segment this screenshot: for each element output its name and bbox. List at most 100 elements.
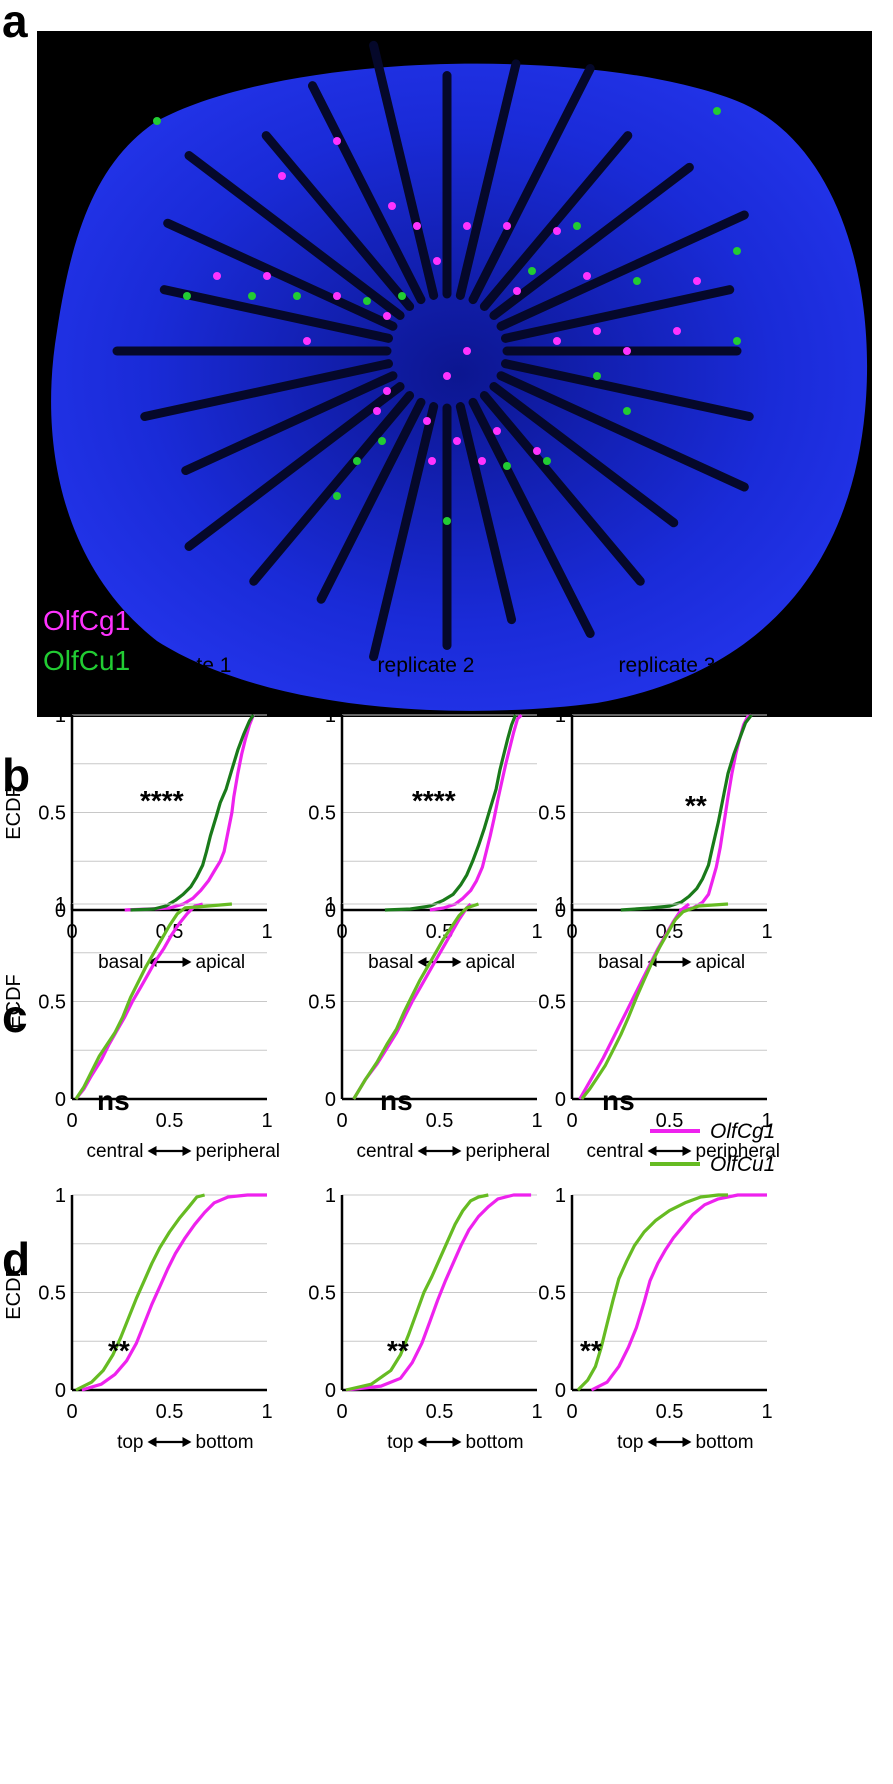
legend-label-olfcu1: OlfCu1: [710, 1153, 775, 1176]
micrograph: OlfCg1 OlfCu1: [37, 31, 872, 717]
axis-caption-right: bottom: [196, 1432, 254, 1453]
double-arrow-icon: [647, 1146, 692, 1156]
lamella-gap: [369, 40, 439, 300]
significance-label: ****: [140, 785, 184, 816]
x-tick-label: 0: [336, 1110, 347, 1132]
lamella-gap: [140, 359, 394, 422]
axis-caption-left: central: [586, 1141, 643, 1162]
y-tick-label: 1: [325, 1185, 336, 1207]
y-tick-label: 0: [55, 900, 66, 922]
olfcg1-cell: [383, 312, 391, 320]
olfcg1-cell: [388, 202, 396, 210]
lamella-gap: [455, 59, 521, 300]
y-tick-label: 1: [325, 894, 336, 916]
olfcu1-cell: [633, 277, 641, 285]
olfcu1-cell: [248, 292, 256, 300]
x-tick-label: 0: [66, 1401, 77, 1423]
lamella-gap: [500, 359, 754, 422]
y-tick-label: 1: [325, 705, 336, 727]
x-tick-label: 0: [66, 1110, 77, 1132]
olfcg1-cell: [553, 337, 561, 345]
lamella-gap: [468, 397, 595, 638]
significance-label: ns: [97, 1085, 130, 1116]
chart-d-rep2: 0 0.5 1 0 0.5 1 top bottom **: [308, 1185, 542, 1453]
lamella-gap: [489, 382, 679, 528]
olfcu1-cell: [333, 492, 341, 500]
micrograph-image: [51, 40, 868, 711]
column-title-1: replicate 1: [135, 654, 232, 677]
lamella-gap: [249, 391, 415, 586]
olfcg1-cell: [453, 437, 461, 445]
y-tick-label: 0: [325, 1380, 336, 1402]
olfcu1-cell: [593, 372, 601, 380]
olfcg1-cell: [503, 222, 511, 230]
double-arrow-icon: [417, 1437, 462, 1447]
axis-caption-left: top: [117, 1432, 143, 1453]
olfcg1-cell: [263, 272, 271, 280]
y-tick-label: 0.5: [38, 1283, 66, 1305]
micro-label-olfcu1: OlfCu1: [43, 645, 131, 676]
olfcu1-cell: [183, 292, 191, 300]
olfcg1-cell: [333, 137, 341, 145]
olfcu1-cell: [443, 517, 451, 525]
lamella-gap: [163, 218, 398, 331]
olfcg1-cell: [693, 277, 701, 285]
lamella-gap: [184, 151, 405, 320]
y-tick-label: 0: [555, 1380, 566, 1402]
series-line-olfcg1: [345, 1193, 532, 1392]
series-line-olfcu1: [576, 1193, 728, 1392]
olfcu1-cell: [733, 247, 741, 255]
x-tick-label: 0.5: [156, 1401, 184, 1423]
olfcu1-cell: [503, 462, 511, 470]
series-line-olfcg1: [124, 714, 255, 912]
legend-label-olfcg1: OlfCg1: [710, 1120, 775, 1143]
olfcu1-cell: [293, 292, 301, 300]
x-tick-label: 1: [531, 921, 542, 943]
olfcg1-cell: [423, 417, 431, 425]
axis-caption-right: apical: [696, 952, 746, 973]
lamella-gap: [479, 391, 645, 586]
y-tick-label: 1: [555, 894, 566, 916]
olfcg1-cell: [428, 457, 436, 465]
lamella-gap: [261, 131, 415, 311]
olfcu1-cell: [543, 457, 551, 465]
axis-caption-left: basal: [98, 952, 143, 973]
double-arrow-icon: [417, 957, 462, 967]
x-tick-label: 0.5: [656, 1110, 684, 1132]
micro-label-olfcg1: OlfCg1: [43, 605, 131, 636]
series-line-olfcg1: [429, 713, 523, 912]
x-tick-label: 0.5: [656, 1401, 684, 1423]
ylabel-b: ECDF: [3, 785, 25, 839]
axis-caption-left: top: [617, 1432, 643, 1453]
y-tick-label: 0.5: [38, 803, 66, 825]
significance-label: **: [580, 1335, 602, 1366]
significance-label: **: [108, 1335, 130, 1366]
olfcg1-cell: [553, 227, 561, 235]
column-title-2: replicate 2: [378, 654, 475, 677]
olfcg1-cell: [383, 387, 391, 395]
panel-label-d: d: [2, 1233, 31, 1285]
lamella-gap: [489, 162, 694, 320]
olfcu1-cell: [528, 267, 536, 275]
y-tick-label: 0: [555, 900, 566, 922]
tissue-section: [51, 63, 868, 711]
olfcu1-cell: [353, 457, 361, 465]
lamella-gap: [184, 382, 405, 551]
lamella-gap: [500, 285, 735, 343]
series-line-olfcg1: [590, 1193, 767, 1392]
panel-label-b: b: [2, 749, 31, 801]
double-arrow-icon: [147, 1146, 192, 1156]
olfcg1-cell: [443, 372, 451, 380]
series-line-olfcg1: [74, 902, 204, 1101]
axis-caption-right: apical: [466, 952, 516, 973]
y-tick-label: 1: [55, 894, 66, 916]
lamella-gap: [159, 285, 394, 343]
olfcg1-cell: [213, 272, 221, 280]
ylabel-d: ECDF: [3, 1265, 25, 1319]
legend: OlfCg1 OlfCu1: [650, 1120, 775, 1176]
olfcu1-cell: [713, 107, 721, 115]
significance-label: ns: [380, 1085, 413, 1116]
x-tick-label: 0.5: [426, 921, 454, 943]
chart-d-rep1: 0 0.5 1 0 0.5 1 top bottom **: [38, 1185, 272, 1453]
